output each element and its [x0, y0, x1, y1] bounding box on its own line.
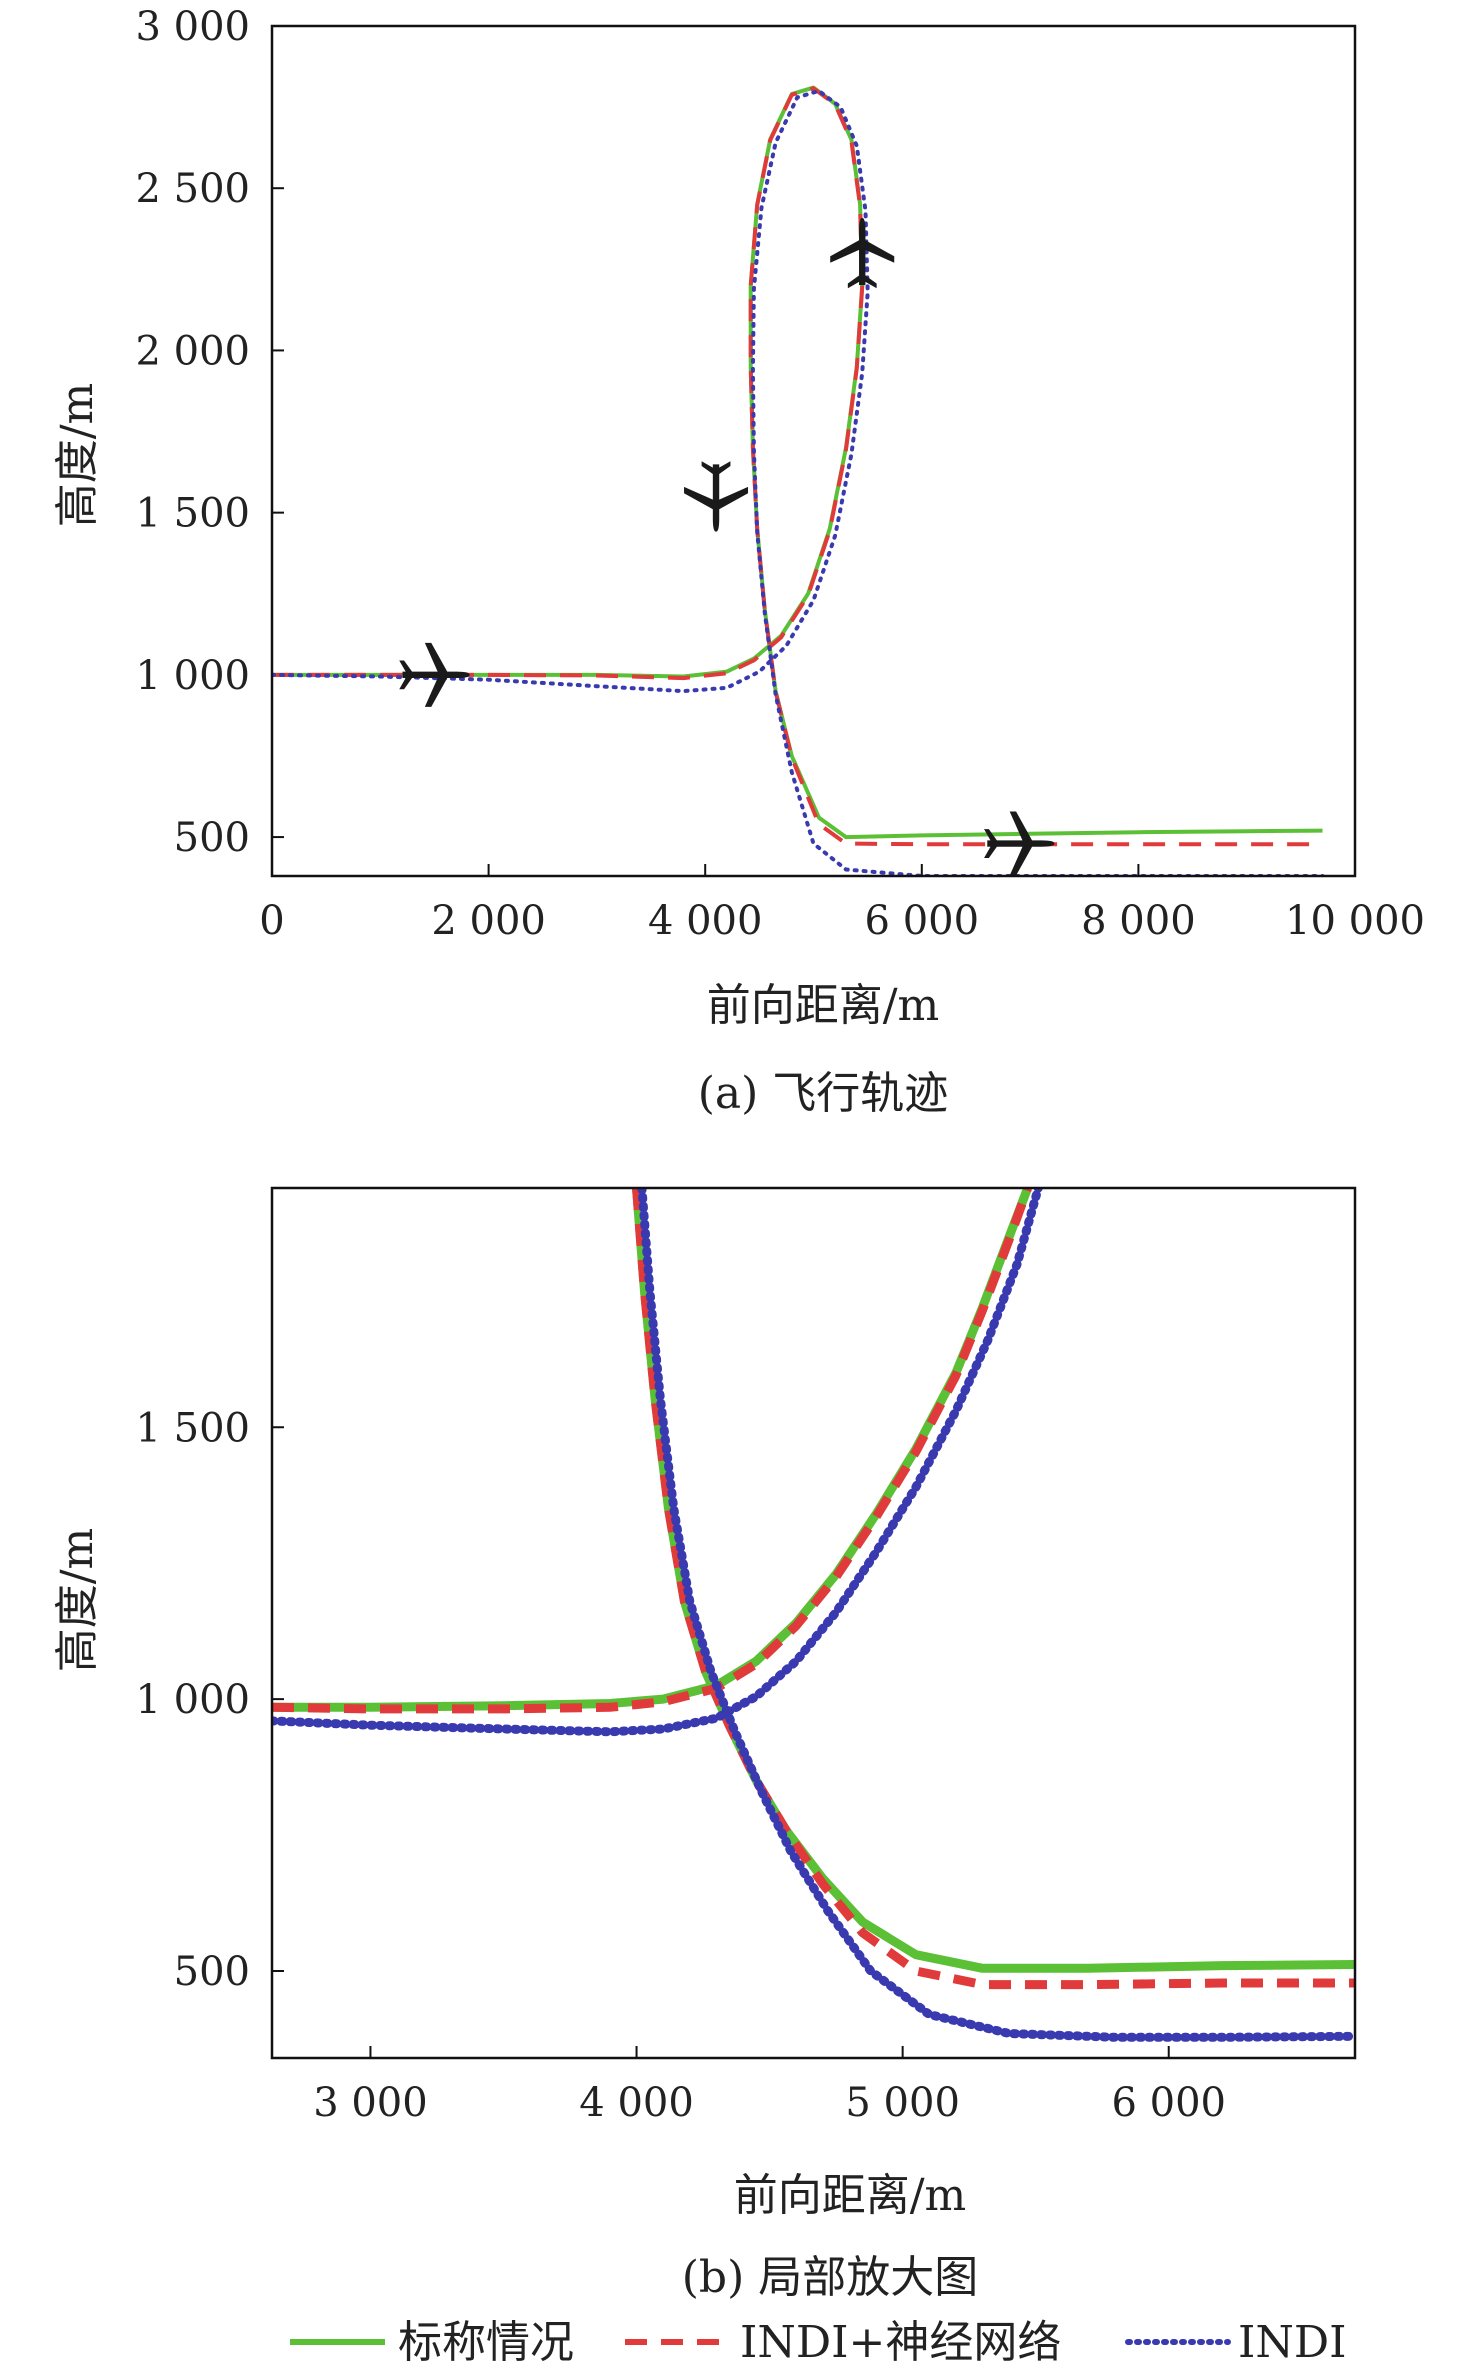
chart-b-series	[272, 1188, 1355, 2042]
chart-1-series-line	[272, 1188, 1032, 1714]
chart-0-series-line	[272, 85, 1323, 840]
chart-0-y-tick-label: 2 500	[135, 166, 250, 212]
chart-1-series-line	[632, 1188, 1355, 1990]
legend-label-nominal: 标称情况	[398, 2317, 574, 2368]
chart-b-x-axis-label: 前向距离/m	[734, 2170, 967, 2221]
legend-label-indi-nn: INDI+神经网络	[740, 2317, 1061, 2368]
chart-a-y-axis-label: 高度/m	[52, 383, 103, 528]
chart-0-x-tick-label: 0	[259, 898, 284, 944]
chart-0-series-line	[272, 88, 1325, 876]
chart-0-x-tick-label: 4 000	[648, 898, 763, 944]
chart-a-plot-frame	[270, 24, 1357, 878]
airplane-icon	[830, 217, 895, 289]
chart-0-y-tick-label: 500	[174, 815, 250, 861]
chart-1-y-tick-label: 500	[174, 1949, 250, 1995]
chart-1-x-tick-label: 4 000	[579, 2080, 694, 2126]
chart-0-series-line	[272, 86, 1323, 847]
chart-1-x-tick-label: 3 000	[313, 2080, 428, 2126]
chart-a-ticks: 0 2 000 4 000 6 000 8 000 10 000 500 1 000 1 500…	[135, 4, 1425, 944]
chart-a-airplanes	[399, 217, 1055, 876]
chart-a-series	[272, 85, 1325, 876]
chart-0-y-tick-label: 3 000	[135, 4, 250, 50]
chart-1-x-tick-label: 5 000	[845, 2080, 960, 2126]
chart-b-plot-frame	[270, 1186, 1357, 2060]
chart-b-y-axis-label: 高度/m	[52, 1528, 103, 1673]
chart-0-y-tick-label: 1 000	[135, 653, 250, 699]
airplane-icon	[684, 461, 749, 532]
chart-b-panel: 3 000 4 000 5 000 6 000 500 1 000 1 500 前向距离/m…	[52, 1186, 1357, 2303]
chart-b-ticks: 3 000 4 000 5 000 6 000 500 1 000 1 500	[135, 1405, 1226, 2126]
chart-0-x-tick-label: 2 000	[431, 898, 546, 944]
legend: 标称情况 INDI+神经网络 INDI	[290, 2317, 1347, 2368]
chart-a-caption: (a) 飞行轨迹	[698, 1068, 949, 1119]
airplane-icon	[399, 642, 470, 707]
chart-0-x-tick-label: 8 000	[1081, 898, 1196, 944]
chart-0-x-tick-label: 6 000	[865, 898, 980, 944]
chart-0-y-tick-label: 2 000	[135, 328, 250, 374]
chart-0-x-tick-label: 10 000	[1285, 898, 1425, 944]
legend-item-nominal: 标称情况	[290, 2317, 574, 2368]
chart-1-x-tick-label: 6 000	[1111, 2080, 1226, 2126]
chart-b-caption: (b) 局部放大图	[682, 2252, 978, 2303]
chart-a-x-axis-label: 前向距离/m	[707, 980, 940, 1031]
chart-1-y-tick-label: 1 000	[135, 1677, 250, 1723]
legend-label-indi: INDI	[1238, 2317, 1347, 2368]
chart-1-y-tick-label: 1 500	[135, 1405, 250, 1451]
legend-item-indi: INDI	[1125, 2317, 1347, 2368]
chart-a-panel: 0 2 000 4 000 6 000 8 000 10 000 500 1 000 1 500…	[52, 4, 1425, 1119]
chart-0-y-tick-label: 1 500	[135, 491, 250, 537]
chart-1-series-line	[632, 1188, 1355, 1973]
chart-1-series-line	[637, 1188, 1355, 2042]
legend-item-indi-nn: INDI+神经网络	[625, 2317, 1061, 2368]
airplane-icon	[984, 811, 1055, 876]
chart-1-series-line	[272, 1188, 1043, 1737]
